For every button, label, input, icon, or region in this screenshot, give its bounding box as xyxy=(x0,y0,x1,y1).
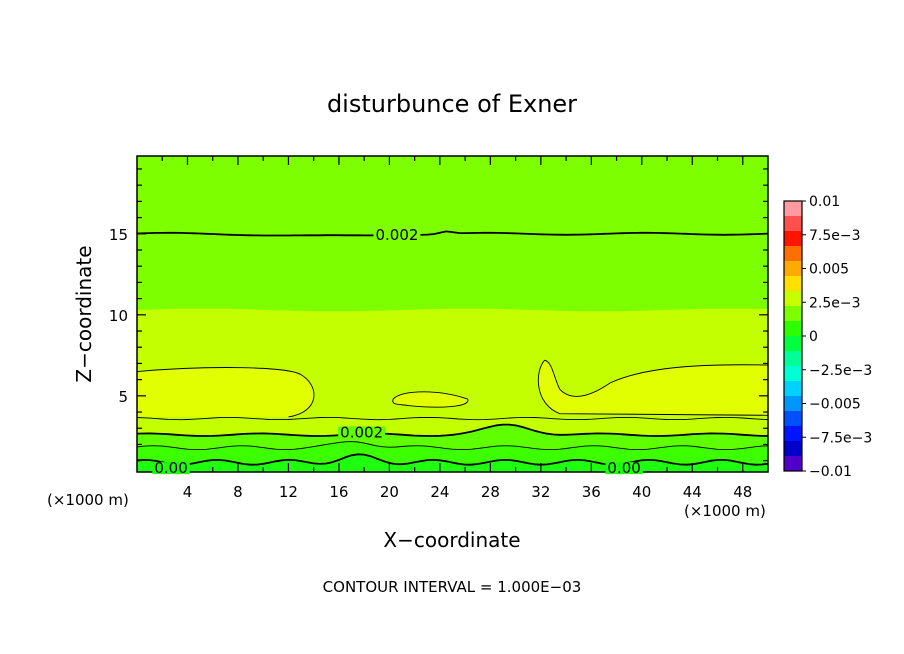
band-lens-left xyxy=(137,367,314,417)
band-middle xyxy=(137,308,768,472)
x-tick-label: 20 xyxy=(380,483,399,501)
contour-line-bottom xyxy=(137,453,768,466)
contour-label-bg xyxy=(605,462,643,475)
plot-area xyxy=(137,156,768,472)
axis-ticks xyxy=(137,156,768,472)
colorbar-label: 0 xyxy=(809,329,818,345)
colorbar-swatch xyxy=(784,396,802,412)
y-tick-label: 5 xyxy=(118,388,128,406)
y-axis-label: Z−coordinate xyxy=(72,245,96,382)
chart-title: disturbunce of Exner xyxy=(327,90,577,118)
x-tick-label: 44 xyxy=(683,483,702,501)
colorbar-label: −2.5e−3 xyxy=(809,363,872,379)
x-tick-label: 16 xyxy=(329,483,348,501)
contour-label-bg xyxy=(338,426,386,439)
colorbar-swatch xyxy=(784,411,802,427)
contour-label: 0.002 xyxy=(340,423,383,441)
x-tick-label: 12 xyxy=(279,483,298,501)
colorbar xyxy=(783,200,806,472)
colorbar-label: 7.5e−3 xyxy=(809,228,861,244)
contour-line-upper xyxy=(137,230,768,237)
color-bands xyxy=(137,156,768,472)
x-tick-label: 4 xyxy=(183,483,193,501)
plot-frame xyxy=(136,155,769,473)
contour-line-lens-right xyxy=(538,359,768,416)
colorbar-swatch xyxy=(784,426,802,442)
x-tick-label: 32 xyxy=(531,483,550,501)
colorbar-swatch xyxy=(784,351,802,367)
contour-line-blob xyxy=(392,391,469,408)
colorbar-label: −7.5e−3 xyxy=(809,430,872,446)
y-tick-label: 10 xyxy=(109,307,128,325)
x-unit-left: (×1000 m) xyxy=(47,491,129,509)
x-axis-label: X−coordinate xyxy=(383,528,520,552)
colorbar-swatch xyxy=(784,441,802,457)
contour-labels: 0.002 0.002 0.00 0.00 xyxy=(152,226,643,477)
colorbar-swatch xyxy=(784,381,802,397)
colorbar-label: −0.01 xyxy=(809,464,852,480)
contour-label: 0.002 xyxy=(375,226,418,244)
colorbar-swatch xyxy=(784,201,802,217)
contour-line-lens-base xyxy=(137,416,768,421)
colorbar-swatch xyxy=(784,276,802,292)
contour-label: 0.00 xyxy=(607,459,640,477)
x-tick-labels: 4 8 12 16 20 24 28 32 36 40 44 48 xyxy=(183,483,753,501)
colorbar-swatch xyxy=(784,336,802,352)
contour-label-bg xyxy=(152,462,190,475)
x-unit-right: (×1000 m) xyxy=(684,502,766,520)
colorbar-swatch xyxy=(784,306,802,322)
x-tick-label: 40 xyxy=(632,483,651,501)
colorbar-swatch xyxy=(784,246,802,262)
y-tick-label: 15 xyxy=(109,226,128,244)
contour-interval-note: CONTOUR INTERVAL = 1.000E−03 xyxy=(323,578,582,596)
colorbar-swatch xyxy=(784,321,802,337)
band-blob xyxy=(392,391,468,408)
colorbar-swatch xyxy=(784,291,802,307)
contour-line-lens-left xyxy=(137,367,315,418)
x-tick-label: 48 xyxy=(733,483,752,501)
colorbar-swatch xyxy=(784,366,802,382)
x-tick-label: 36 xyxy=(582,483,601,501)
colorbar-labels: 0.01 7.5e−3 0.005 2.5e−3 0 −2.5e−3 −0.005 −7.5e… xyxy=(809,194,872,480)
contour-lines xyxy=(137,230,768,466)
x-tick-label: 24 xyxy=(430,483,449,501)
colorbar-swatch xyxy=(784,456,802,472)
contour-line-mid xyxy=(137,423,768,437)
colorbar-label: 0.005 xyxy=(809,262,849,278)
contour-label-bg xyxy=(373,228,421,241)
colorbar-label: −0.005 xyxy=(809,397,861,413)
y-tick-labels: 5 10 15 xyxy=(109,226,128,406)
band-lens-right xyxy=(538,360,768,416)
x-tick-label: 8 xyxy=(233,483,243,501)
colorbar-swatch xyxy=(784,261,802,277)
colorbar-label: 0.01 xyxy=(809,194,840,210)
contour-label: 0.00 xyxy=(154,459,187,477)
colorbar-swatch xyxy=(784,216,802,232)
contour-line-lower xyxy=(137,441,768,451)
colorbar-label: 2.5e−3 xyxy=(809,295,861,311)
x-tick-label: 28 xyxy=(481,483,500,501)
colorbar-swatch xyxy=(784,231,802,247)
